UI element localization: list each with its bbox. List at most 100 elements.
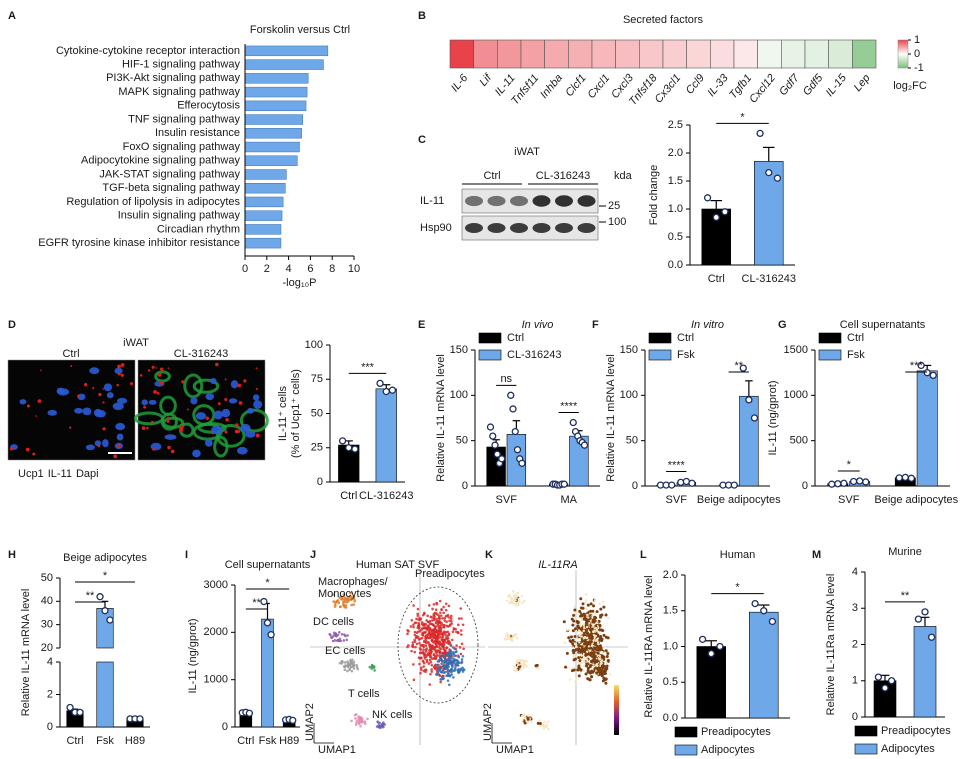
umap-cell (462, 647, 465, 651)
umap-cell (515, 632, 518, 636)
umap-cell (573, 608, 577, 612)
x-tick-label: Beige adipocytes (697, 494, 781, 506)
y-tick-label: 3000 (204, 579, 228, 591)
stain-speck (97, 444, 101, 448)
umap-cell (577, 656, 581, 660)
umap-cell (412, 678, 416, 682)
umap-cell (450, 638, 454, 642)
data-point (569, 418, 577, 427)
umap-cell (359, 724, 362, 728)
umap-cell (452, 654, 456, 657)
x-tick-label: H89 (279, 735, 299, 747)
stain-speck (40, 369, 42, 371)
nucleus (244, 431, 256, 438)
umap-cell (594, 634, 597, 638)
colorbar (897, 39, 909, 69)
data-point (917, 361, 925, 370)
stain-speck (235, 423, 239, 427)
umap-cell (569, 635, 573, 639)
bar (244, 224, 282, 235)
umap-cell (413, 621, 417, 625)
y-tick-label: 3 (852, 602, 858, 614)
y-axis-label: Fold change (648, 165, 660, 226)
umap-cell (427, 624, 430, 628)
umap-cell (601, 600, 605, 604)
umap-cell (344, 664, 347, 667)
umap-cell (585, 650, 589, 653)
y-axis-label: (% of Ucp1⁺ cells) (290, 369, 302, 458)
umap-cell (441, 664, 445, 668)
blot-group: CL-316243 (536, 170, 590, 182)
x-tick-label: 0 (242, 263, 248, 275)
umap-cell (508, 636, 511, 639)
umap-cell (423, 653, 427, 656)
nucleus (210, 377, 217, 385)
umap-cell (452, 652, 456, 655)
category-label: Adipocytokine signaling pathway (81, 155, 240, 167)
gene-label: Lif (477, 71, 494, 88)
heatmap-cell (662, 39, 687, 69)
umap-cell (439, 680, 442, 684)
legend-swatch (854, 725, 878, 737)
umap-cell (600, 674, 604, 678)
chart-title: Cell supernatants (840, 319, 926, 331)
umap-cell (568, 639, 572, 643)
bar (244, 155, 298, 166)
stain-speck (167, 416, 170, 419)
umap-cell (352, 595, 356, 599)
umap-cell (450, 617, 453, 620)
umap-cell (350, 669, 354, 673)
umap-cell (443, 619, 446, 622)
stain-speck (69, 426, 72, 429)
stain-speck (234, 429, 239, 434)
stain-speck (37, 399, 42, 403)
bar (244, 196, 284, 208)
data-point (263, 619, 272, 627)
umap-cell (331, 593, 335, 596)
umap-cell (589, 646, 593, 650)
nucleus (95, 409, 106, 418)
umap-cell (338, 630, 341, 634)
chart-title: IL-11RA (538, 559, 578, 571)
bar (244, 86, 308, 98)
umap-cell (357, 717, 360, 720)
umap-cell (458, 661, 461, 664)
umap-cell (454, 666, 457, 669)
significance-label: ** (86, 590, 95, 602)
umap-cell (439, 611, 442, 615)
data-point (289, 716, 297, 725)
umap-cell (440, 675, 444, 679)
data-point (721, 208, 729, 216)
heatmap-cell (733, 39, 758, 69)
umap-cell (421, 650, 425, 654)
nucleus (192, 449, 201, 458)
x-tick-label: Ctrl (340, 490, 357, 502)
umap-cell (587, 616, 590, 619)
umap-cell (458, 646, 462, 649)
bar (739, 395, 759, 487)
umap-cell (520, 595, 524, 598)
umap-cell (534, 664, 538, 668)
umap-cell (366, 717, 369, 721)
umap-cell (605, 661, 608, 665)
umap-cell (348, 594, 352, 598)
cluster-label: NK cells (372, 709, 413, 721)
umap-cell (350, 658, 354, 662)
umap-cell (457, 671, 461, 674)
umap-cell (444, 633, 447, 637)
y-tick-label: 50 (456, 435, 468, 447)
heatmap-cell (544, 39, 569, 69)
umap-cell (594, 666, 598, 670)
data-point (862, 478, 870, 486)
stain-speck (255, 388, 258, 391)
umap-cell (437, 665, 440, 669)
umap-cell (563, 641, 567, 644)
x-tick-label: 6 (307, 263, 313, 275)
umap-cell (406, 645, 409, 649)
umap-cell (461, 623, 465, 627)
y-tick-label: 1.0 (663, 640, 678, 652)
umap-cell (600, 664, 604, 668)
umap-cell (577, 643, 581, 647)
umap-cell (352, 660, 356, 664)
stain-speck (116, 444, 121, 449)
